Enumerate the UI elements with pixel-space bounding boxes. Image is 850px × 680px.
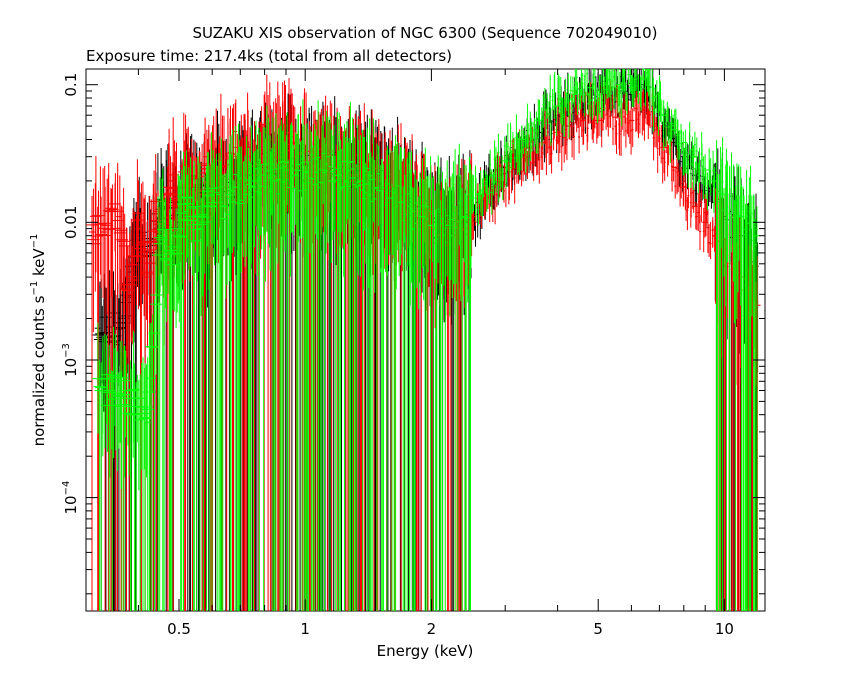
tick-marks <box>85 69 765 611</box>
x-axis-label: Energy (keV) <box>377 642 474 660</box>
y-tick-label-base: 10 <box>62 495 80 514</box>
x-tick-label: 5 <box>593 620 603 638</box>
series-0 <box>86 74 761 611</box>
x-tick-label: 2 <box>427 620 437 638</box>
series-2 <box>91 68 761 611</box>
x-tick-label: 1 <box>300 620 310 638</box>
y-axis-label-exp1: −1 <box>29 281 40 296</box>
y-tick-label: 10−4 <box>61 481 80 515</box>
y-tick-label: 10−3 <box>61 343 80 377</box>
y-axis-label: normalized counts s−1 keV−1 <box>29 234 48 447</box>
x-tick-label: 0.5 <box>167 620 191 638</box>
chart-subtitle: Exposure time: 217.4ks (total from all d… <box>86 47 452 65</box>
y-tick-label-base: 10 <box>62 358 80 377</box>
y-tick-label: 0.1 <box>62 73 80 97</box>
chart-title: SUZAKU XIS observation of NGC 6300 (Sequ… <box>192 24 657 42</box>
y-axis-label-exp2: −1 <box>29 234 40 249</box>
y-axis-label-main: normalized counts s <box>30 295 48 446</box>
y-tick-label: 0.01 <box>62 206 80 239</box>
y-axis-label-mid: keV <box>30 248 48 281</box>
y-tick-label-exp: −3 <box>61 343 72 358</box>
series-layer <box>86 68 761 611</box>
y-tick-label-exp: −4 <box>61 481 72 496</box>
x-tick-label: 10 <box>715 620 734 638</box>
